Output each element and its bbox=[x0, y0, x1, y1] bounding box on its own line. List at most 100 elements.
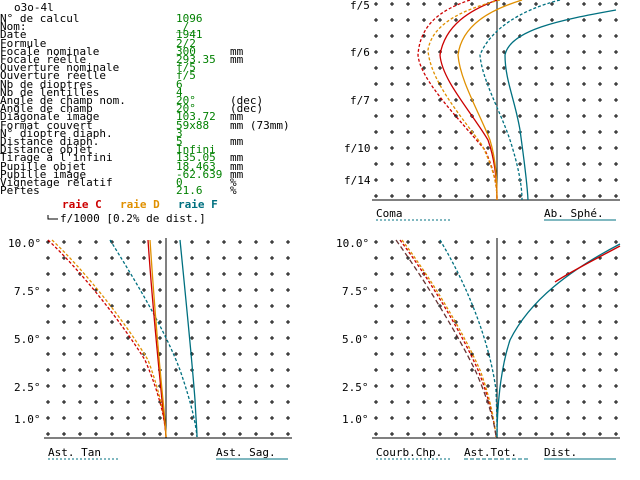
param-label: Pupille objet bbox=[0, 159, 87, 173]
param-value: 6 bbox=[176, 77, 183, 91]
scale-note: f/1000 [0.2% de dist.] bbox=[60, 212, 206, 225]
param-value: -62.639 bbox=[176, 167, 223, 181]
param-label: Ouverture réelle bbox=[0, 69, 106, 83]
tot-raie-d bbox=[395, 239, 497, 438]
param-label: N° dioptre diaph. bbox=[0, 126, 113, 140]
param-value: 5 bbox=[176, 135, 183, 148]
param-value: f/5 bbox=[176, 61, 196, 75]
param-label: Vignetage relatif bbox=[0, 176, 113, 189]
param-label: Distance objet bbox=[0, 143, 93, 157]
param-value: 20° bbox=[176, 102, 196, 116]
param-label: Nb de lentilles bbox=[0, 85, 100, 99]
sph-raie-d bbox=[457, 0, 523, 201]
coma-raie-d bbox=[427, 0, 501, 201]
field-label-right-2-5: 2.5° bbox=[342, 381, 369, 394]
param-label: Format couvert bbox=[0, 118, 93, 132]
legend-raie-d: raie D bbox=[120, 198, 160, 211]
param-label: Tirage à l'infini bbox=[0, 151, 113, 165]
param-unit: (dec) bbox=[230, 94, 264, 107]
param-unit: % bbox=[230, 176, 237, 189]
param-value: 293.35 bbox=[176, 53, 216, 66]
param-label: Focale nominale bbox=[0, 44, 100, 58]
param-label: Pertes bbox=[0, 184, 40, 198]
param-unit: mm bbox=[230, 159, 244, 173]
field-label-left-7-5: 7.5° bbox=[14, 285, 41, 298]
label-coma: Coma bbox=[376, 207, 403, 220]
param-unit: mm bbox=[230, 167, 244, 181]
tan-raie-f bbox=[109, 239, 198, 438]
aperture-label-f10: f/10 bbox=[344, 142, 371, 155]
dist-raie-c bbox=[554, 245, 621, 283]
aperture-label-f6: f/6 bbox=[350, 46, 370, 59]
sph-raie-f bbox=[504, 9, 617, 201]
label-dist: Dist. bbox=[544, 446, 578, 459]
param-value: 20° bbox=[176, 94, 196, 107]
plot-grids bbox=[44, 0, 620, 439]
param-value: 4 bbox=[176, 85, 183, 99]
grid-bottom-right bbox=[372, 238, 620, 439]
param-unit: mm bbox=[230, 44, 244, 58]
param-value: 103.72 bbox=[176, 110, 216, 124]
param-value: 0 bbox=[176, 176, 183, 189]
sag-raie-d bbox=[149, 239, 167, 438]
param-value: 2/2 bbox=[176, 36, 196, 50]
label-courb-chp: Courb.Chp. bbox=[376, 446, 443, 459]
param-unit: mm bbox=[230, 135, 244, 148]
param-value: Infini bbox=[176, 143, 216, 157]
sag-raie-f bbox=[179, 239, 198, 438]
curv-raie-c bbox=[399, 239, 497, 438]
param-label: Nom: bbox=[0, 20, 27, 34]
label-ast-tot: Ast.Tot. bbox=[464, 446, 517, 459]
field-label-right-1: 1.0° bbox=[342, 413, 369, 426]
param-unit: % bbox=[230, 184, 237, 198]
param-label: Nb de dioptres bbox=[0, 77, 93, 91]
legend-raie-f: raie F bbox=[178, 198, 218, 211]
label-ast-sag: Ast. Sag. bbox=[216, 446, 276, 459]
param-value: 1941 bbox=[176, 28, 203, 42]
param-value: _/_ bbox=[176, 20, 196, 34]
param-value: 18.463 bbox=[176, 159, 216, 173]
param-value: 300 bbox=[176, 44, 196, 58]
param-value: 21.6 bbox=[176, 184, 203, 198]
param-label: Focale réelle bbox=[0, 53, 87, 66]
curves-bottom-right bbox=[395, 239, 621, 438]
label-ast-tan: Ast. Tan bbox=[48, 446, 101, 459]
dist-raie-f bbox=[496, 243, 621, 438]
param-label: Angle de champ bbox=[0, 102, 93, 116]
param-label: Ouverture nominale bbox=[0, 61, 120, 75]
param-label: Angle de champ nom. bbox=[0, 94, 126, 107]
param-label: Date bbox=[0, 28, 27, 42]
param-value: 1096 bbox=[176, 12, 203, 25]
param-value: 59x88 bbox=[176, 118, 210, 132]
window-title: o3o-4l bbox=[14, 1, 54, 14]
field-label-right-7-5: 7.5° bbox=[342, 285, 369, 298]
param-unit: (dec) bbox=[230, 102, 264, 116]
field-label-left-5: 5.0° bbox=[14, 333, 41, 346]
legend-raie-c: raie C bbox=[62, 198, 102, 211]
label-ab-sphe: Ab. Sphé. bbox=[544, 207, 604, 220]
curves-bottom-left bbox=[47, 239, 198, 438]
curves-top-right bbox=[417, 0, 617, 201]
param-value: 3 bbox=[176, 126, 183, 140]
param-label: Diagonale image bbox=[0, 110, 100, 124]
param-label: N° de calcul bbox=[0, 12, 80, 25]
field-label-left-2-5: 2.5° bbox=[14, 381, 41, 394]
aperture-label-f14: f/14 bbox=[344, 174, 371, 187]
param-value: 135.05 bbox=[176, 151, 216, 165]
param-label: Distance diaph. bbox=[0, 135, 100, 148]
param-label: Formule bbox=[0, 36, 47, 50]
field-label-left-1: 1.0° bbox=[14, 413, 41, 426]
param-label: Pupille image bbox=[0, 167, 87, 181]
field-label-left-10: 10.0° bbox=[8, 237, 42, 250]
aperture-label-f5: f/5 bbox=[350, 0, 370, 12]
curv-raie-d bbox=[401, 239, 497, 438]
param-value: f/5 bbox=[176, 69, 196, 83]
scale-marker bbox=[47, 215, 58, 220]
grid-bottom-left bbox=[44, 238, 292, 439]
field-label-right-5: 5.0° bbox=[342, 333, 369, 346]
param-unit: mm bbox=[230, 151, 244, 165]
param-unit: mm (73mm) bbox=[230, 118, 290, 132]
field-label-right-10: 10.0° bbox=[336, 237, 370, 250]
tan-raie-d bbox=[51, 239, 167, 438]
